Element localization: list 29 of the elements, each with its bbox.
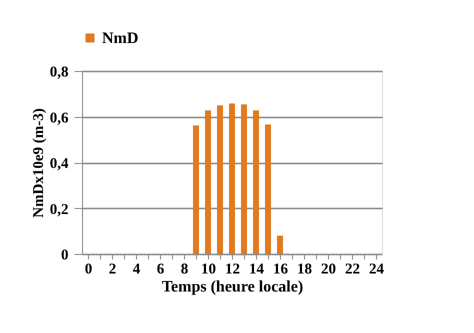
bar <box>253 110 259 254</box>
bar <box>193 125 199 254</box>
x-tick-label: 4 <box>132 262 141 278</box>
x-tick-label: 20 <box>321 262 336 278</box>
x-tick-label: 12 <box>225 262 240 278</box>
bar <box>265 124 271 254</box>
bar <box>277 236 283 254</box>
x-tick-label: 2 <box>108 262 116 278</box>
bar <box>241 104 247 254</box>
x-tick-label: 0 <box>84 262 92 278</box>
y-tick-label: 0,6 <box>50 110 69 126</box>
x-tick-label: 14 <box>249 262 264 278</box>
bar <box>217 105 223 254</box>
x-axis-title: Temps (heure locale) <box>162 278 304 296</box>
bar <box>229 103 235 254</box>
y-tick-label: 0,2 <box>50 202 68 218</box>
x-tick-label: 10 <box>201 262 216 278</box>
bar <box>205 110 211 254</box>
x-tick-label: 22 <box>345 262 360 278</box>
x-tick-label: 16 <box>273 262 288 278</box>
y-tick-label: 0 <box>61 248 68 264</box>
y-tick-label: 0,4 <box>50 156 69 172</box>
x-tick-label: 8 <box>180 262 188 278</box>
y-tick-label: 0,8 <box>50 64 68 80</box>
x-tick-label: 18 <box>297 262 312 278</box>
x-tick-label: 6 <box>156 262 165 278</box>
legend-label: NmD <box>102 30 138 47</box>
y-axis-title: NmDx10e9 (m-3) <box>30 108 47 218</box>
x-tick-label: 24 <box>369 262 384 278</box>
